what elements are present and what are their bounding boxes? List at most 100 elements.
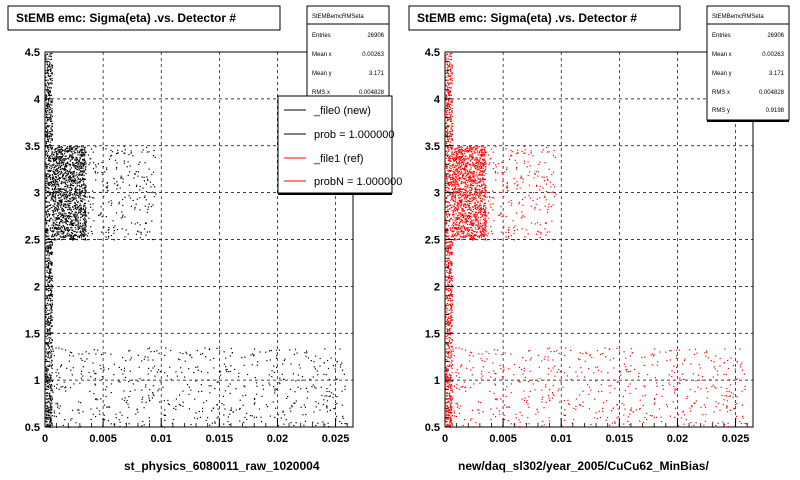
data-point [470, 154, 472, 156]
data-point [75, 149, 77, 151]
data-point [65, 349, 67, 351]
data-point [54, 172, 56, 174]
data-point [85, 211, 87, 214]
data-point [49, 280, 51, 283]
data-point [451, 277, 453, 279]
data-point [79, 382, 81, 384]
data-point [455, 161, 458, 164]
data-point [139, 189, 141, 191]
data-point [448, 93, 450, 95]
data-point [476, 213, 478, 215]
data-point [45, 306, 47, 308]
data-point [53, 385, 55, 387]
data-point [480, 192, 483, 194]
data-point [484, 150, 486, 152]
data-point [449, 381, 451, 383]
data-point [49, 270, 51, 272]
data-point [50, 194, 52, 196]
data-point [304, 420, 306, 422]
data-point [261, 395, 263, 397]
data-point [451, 291, 453, 293]
data-point [447, 205, 449, 207]
data-point [472, 195, 474, 197]
data-point [281, 373, 283, 375]
data-point [46, 279, 48, 282]
data-point [81, 231, 83, 233]
data-point [46, 105, 48, 107]
data-point [180, 367, 182, 369]
data-point [52, 219, 54, 221]
data-point [85, 214, 87, 216]
data-point [47, 299, 50, 301]
data-point [458, 171, 461, 173]
data-point [78, 208, 81, 211]
data-point [460, 206, 462, 208]
data-point [230, 409, 233, 411]
data-point [87, 235, 89, 237]
data-point [46, 241, 48, 243]
data-point [483, 179, 485, 181]
data-point [83, 238, 85, 241]
data-point [51, 372, 53, 374]
data-point [466, 149, 468, 152]
data-point [54, 182, 56, 184]
data-point [114, 225, 116, 227]
data-point [51, 325, 53, 327]
data-point [50, 185, 53, 187]
data-point [63, 158, 65, 160]
data-point [67, 230, 69, 232]
data-point [128, 184, 130, 186]
data-point [61, 236, 63, 238]
data-point [97, 349, 99, 351]
data-point [234, 368, 236, 370]
data-point [481, 231, 483, 233]
data-point [449, 323, 451, 325]
data-point [448, 365, 450, 367]
data-point [447, 411, 449, 413]
data-point [147, 206, 150, 208]
data-point [462, 193, 464, 195]
data-point [57, 233, 59, 235]
data-point [145, 191, 148, 193]
data-point [445, 206, 447, 208]
data-point [148, 347, 151, 349]
data-point [51, 64, 54, 66]
data-point [330, 357, 332, 359]
data-point [74, 177, 76, 180]
data-point [146, 178, 149, 180]
data-point [54, 156, 56, 158]
data-point [67, 227, 69, 229]
data-point [463, 235, 465, 237]
data-point [46, 175, 48, 177]
data-point [52, 178, 54, 180]
data-point [464, 169, 466, 171]
data-point [445, 306, 447, 308]
data-point [451, 130, 453, 132]
data-point [481, 213, 483, 215]
data-point [50, 253, 53, 255]
data-point [152, 171, 155, 173]
data-point [57, 190, 59, 192]
data-point [464, 182, 466, 184]
data-point [45, 223, 47, 225]
data-point [53, 222, 55, 224]
data-point [224, 390, 227, 392]
data-point [59, 194, 61, 196]
data-point [479, 172, 481, 174]
data-point [445, 222, 447, 224]
data-point [448, 90, 450, 92]
data-point [275, 349, 278, 351]
data-point [78, 150, 81, 152]
data-point [446, 180, 448, 182]
data-point [449, 331, 452, 333]
data-point [184, 360, 186, 362]
data-point [72, 146, 74, 149]
data-point [446, 271, 448, 273]
data-point [450, 263, 452, 265]
data-point [473, 164, 475, 166]
data-point [469, 179, 471, 181]
data-point [227, 421, 229, 423]
data-point [45, 84, 47, 87]
data-point [62, 222, 64, 224]
data-point [451, 72, 453, 74]
